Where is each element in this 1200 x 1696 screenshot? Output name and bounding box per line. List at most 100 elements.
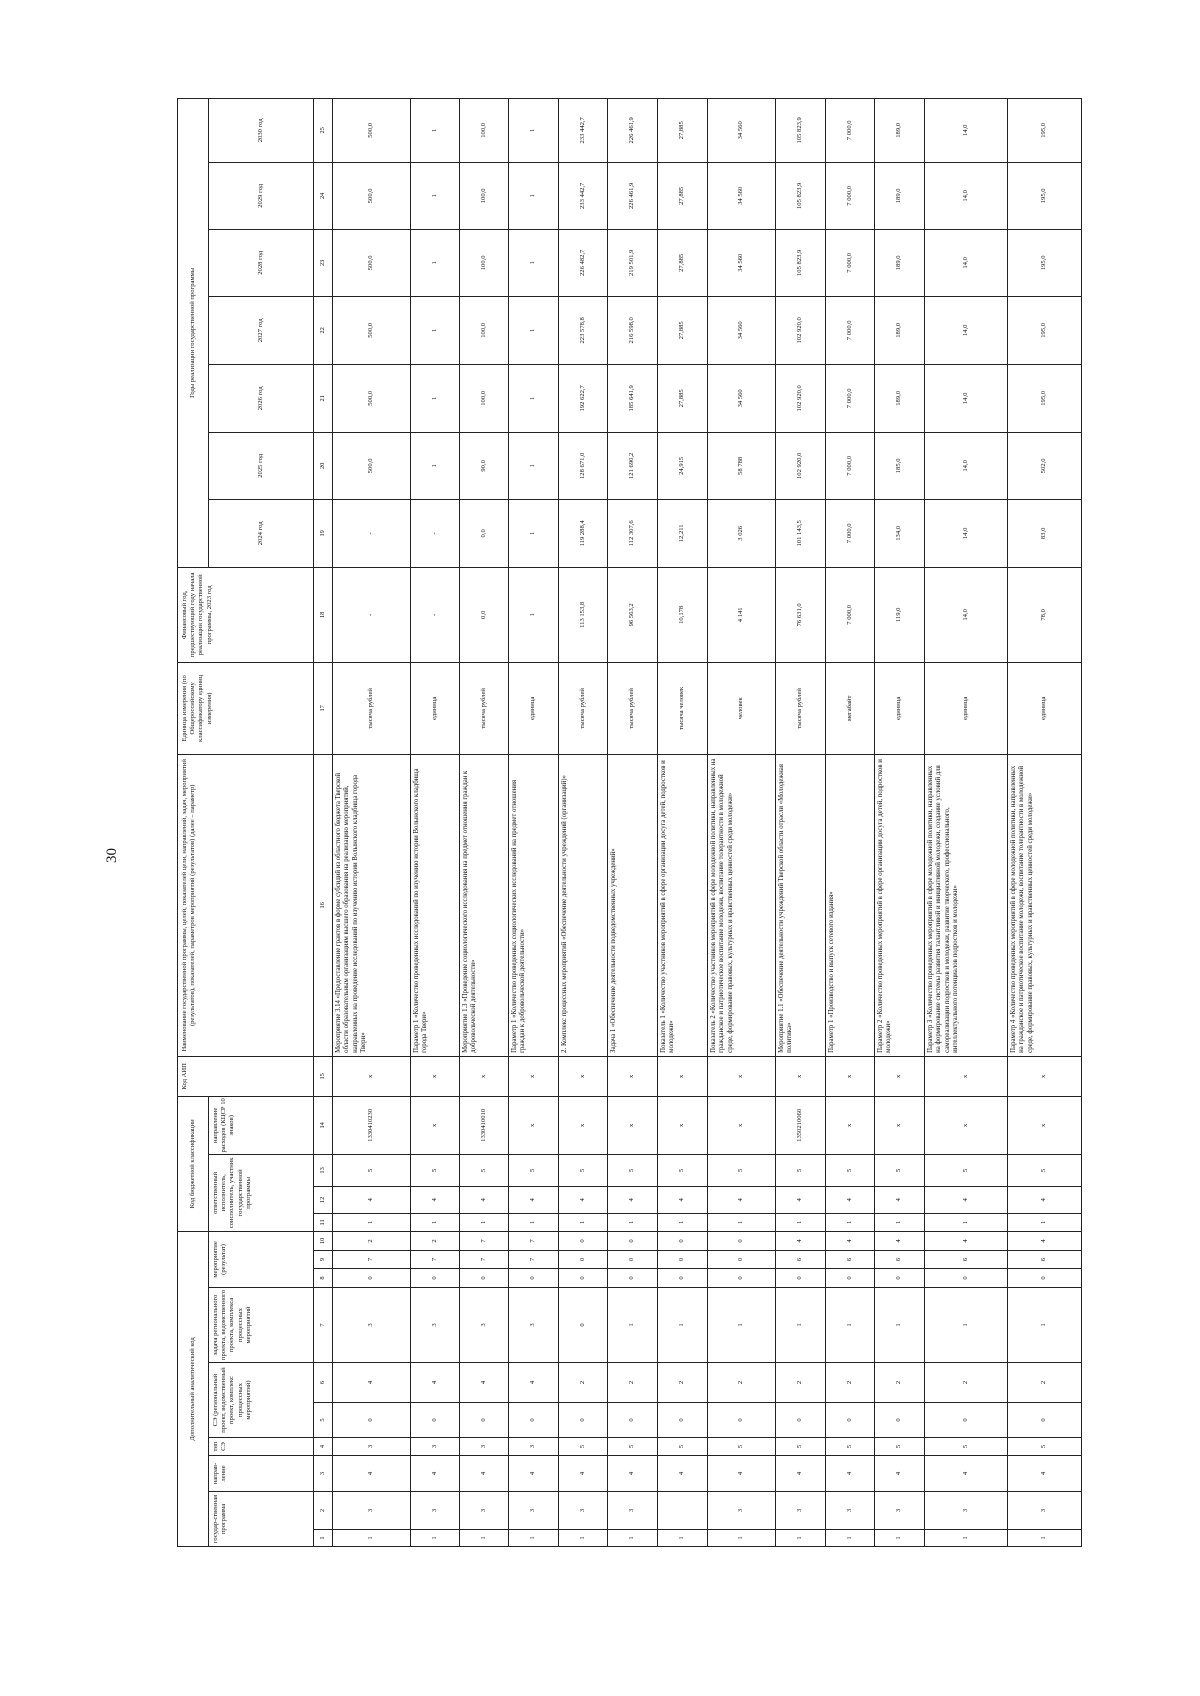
value-cell: 1	[410, 162, 460, 230]
code-cell: x	[924, 1096, 1008, 1155]
code-cell: x	[410, 1096, 460, 1155]
code-cell: 4	[1007, 1186, 1082, 1214]
value-cell: 233 442,7	[558, 162, 608, 230]
code-cell: 4	[459, 1186, 509, 1214]
code-cell: 0	[332, 1268, 411, 1288]
value-cell: 189,0	[874, 364, 925, 433]
value-cell: 500,0	[332, 162, 411, 230]
value-cell: 195,0	[1007, 229, 1082, 297]
code-cell: 2	[332, 1231, 411, 1251]
header-row-groups: Дополнительный аналитический код Код бюдж…	[177, 98, 314, 1547]
value-cell: 1	[410, 229, 460, 297]
code-cell: 5	[874, 1154, 925, 1187]
row-name: Показатель 1 «Количество участников меро…	[657, 754, 708, 1057]
value-cell: 27,885	[657, 364, 708, 433]
value-cell: 216 598,0	[607, 296, 658, 365]
code-cell: x	[332, 1056, 411, 1097]
code-cell: 4	[874, 1186, 925, 1214]
value-cell: 1	[508, 162, 559, 230]
code-cell: 0	[874, 1402, 925, 1438]
code-cell: 1	[707, 1529, 776, 1547]
row-name: Задача 1 «Обеспечение деятельности подве…	[607, 754, 658, 1057]
header-budget-code: Код бюджетной классификации	[177, 1096, 209, 1232]
value-cell: 100,0	[459, 229, 509, 297]
value-cell: 78,0	[1007, 567, 1082, 663]
code-cell: x	[707, 1096, 776, 1155]
column-number: 4	[313, 1437, 333, 1456]
table-row: 1 3 4 5 0 2 1 0 6 4 1 4 5 x x Параметр 3 «Количество пр…	[924, 98, 1008, 1547]
header-event: мероприятие (результат)	[208, 1231, 314, 1288]
code-cell: 1	[924, 1529, 1008, 1547]
value-cell: 185 641,9	[607, 364, 658, 433]
table-row: 1 3 4 3 0 4 3 0 7 7 1 4 5 1330410010 x Мероприятие 1.3 …	[459, 98, 509, 1547]
row-unit: тысяча рублей	[607, 662, 658, 755]
code-cell: 5	[775, 1154, 826, 1187]
code-cell: 5	[459, 1154, 509, 1187]
code-cell: 1	[874, 1287, 925, 1363]
value-cell: 233 442,7	[558, 98, 608, 163]
table-row: 1 3 4 5 0 2 1 0 0 0 1 4 5 x x Задача 1 «Обеспечение дея…	[607, 98, 658, 1547]
code-cell: 4	[775, 1455, 826, 1492]
value-cell: 185,0	[874, 432, 925, 500]
code-cell: 1	[1007, 1287, 1082, 1363]
code-cell: 4	[825, 1186, 875, 1214]
code-cell: 3	[410, 1491, 460, 1530]
value-cell: 14,0	[924, 98, 1008, 163]
value-cell: 1	[508, 567, 559, 663]
code-cell: 1	[332, 1529, 411, 1547]
code-cell: 4	[508, 1362, 559, 1403]
value-cell: 14,0	[924, 499, 1008, 568]
code-cell: 4	[707, 1186, 776, 1214]
code-cell: 3	[410, 1437, 460, 1456]
value-cell: 7 000,0	[825, 162, 875, 230]
row-unit: единица	[410, 662, 460, 755]
code-cell: 4	[874, 1455, 925, 1492]
code-cell: 1	[707, 1287, 776, 1363]
code-cell: 6	[874, 1250, 925, 1269]
code-cell: 4	[607, 1186, 658, 1214]
value-cell: 102 920,0	[775, 432, 826, 500]
code-cell: x	[707, 1056, 776, 1097]
code-cell: 1	[508, 1213, 559, 1232]
column-number: 18	[313, 567, 333, 663]
row-unit: единица	[874, 662, 925, 755]
code-cell: 4	[607, 1455, 658, 1492]
page-number: 30	[104, 848, 120, 863]
code-cell: 3	[459, 1287, 509, 1363]
code-cell: 6	[924, 1250, 1008, 1269]
code-cell: 4	[508, 1455, 559, 1492]
value-cell: 121 690,2	[607, 432, 658, 500]
table-row: 1 4 5 0 2 1 0 0 0 1 4 5 x x Показатель 1 «Количество у…	[657, 98, 708, 1547]
code-cell: 0	[707, 1250, 776, 1269]
column-number: 7	[313, 1287, 333, 1363]
code-cell: 1	[825, 1529, 875, 1547]
value-cell: 1	[508, 364, 559, 433]
value-cell: 100,0	[459, 364, 509, 433]
header-program: государ-ственная программа	[208, 1491, 314, 1547]
code-cell: 2	[924, 1362, 1008, 1403]
code-cell: 5	[558, 1154, 608, 1187]
column-number: 5	[313, 1402, 333, 1438]
code-cell: 3	[332, 1287, 411, 1363]
code-cell: 4	[874, 1231, 925, 1251]
code-cell: 3	[508, 1287, 559, 1363]
program-table: Дополнительный аналитический код Код бюдж…	[177, 98, 1082, 1547]
column-number: 15	[313, 1056, 333, 1097]
code-cell: 1	[657, 1529, 708, 1547]
column-number: 12	[313, 1186, 333, 1214]
code-cell: 4	[332, 1455, 411, 1492]
value-cell: 34 560	[707, 162, 776, 230]
column-number: 24	[313, 162, 333, 230]
value-cell: 112 307,6	[607, 499, 658, 568]
code-cell: 0	[1007, 1402, 1082, 1438]
value-cell: 76 631,0	[775, 567, 826, 663]
header-se-type: тип СЭ	[208, 1437, 314, 1456]
header-year: 2025 год	[208, 432, 314, 500]
code-cell: x	[874, 1096, 925, 1155]
code-cell: 3	[410, 1287, 460, 1363]
value-cell: 1	[410, 364, 460, 433]
header-year: 2026 год	[208, 364, 314, 433]
code-cell: 1	[1007, 1529, 1082, 1547]
value-cell: 128 671,0	[558, 432, 608, 500]
value-cell: 1	[508, 229, 559, 297]
